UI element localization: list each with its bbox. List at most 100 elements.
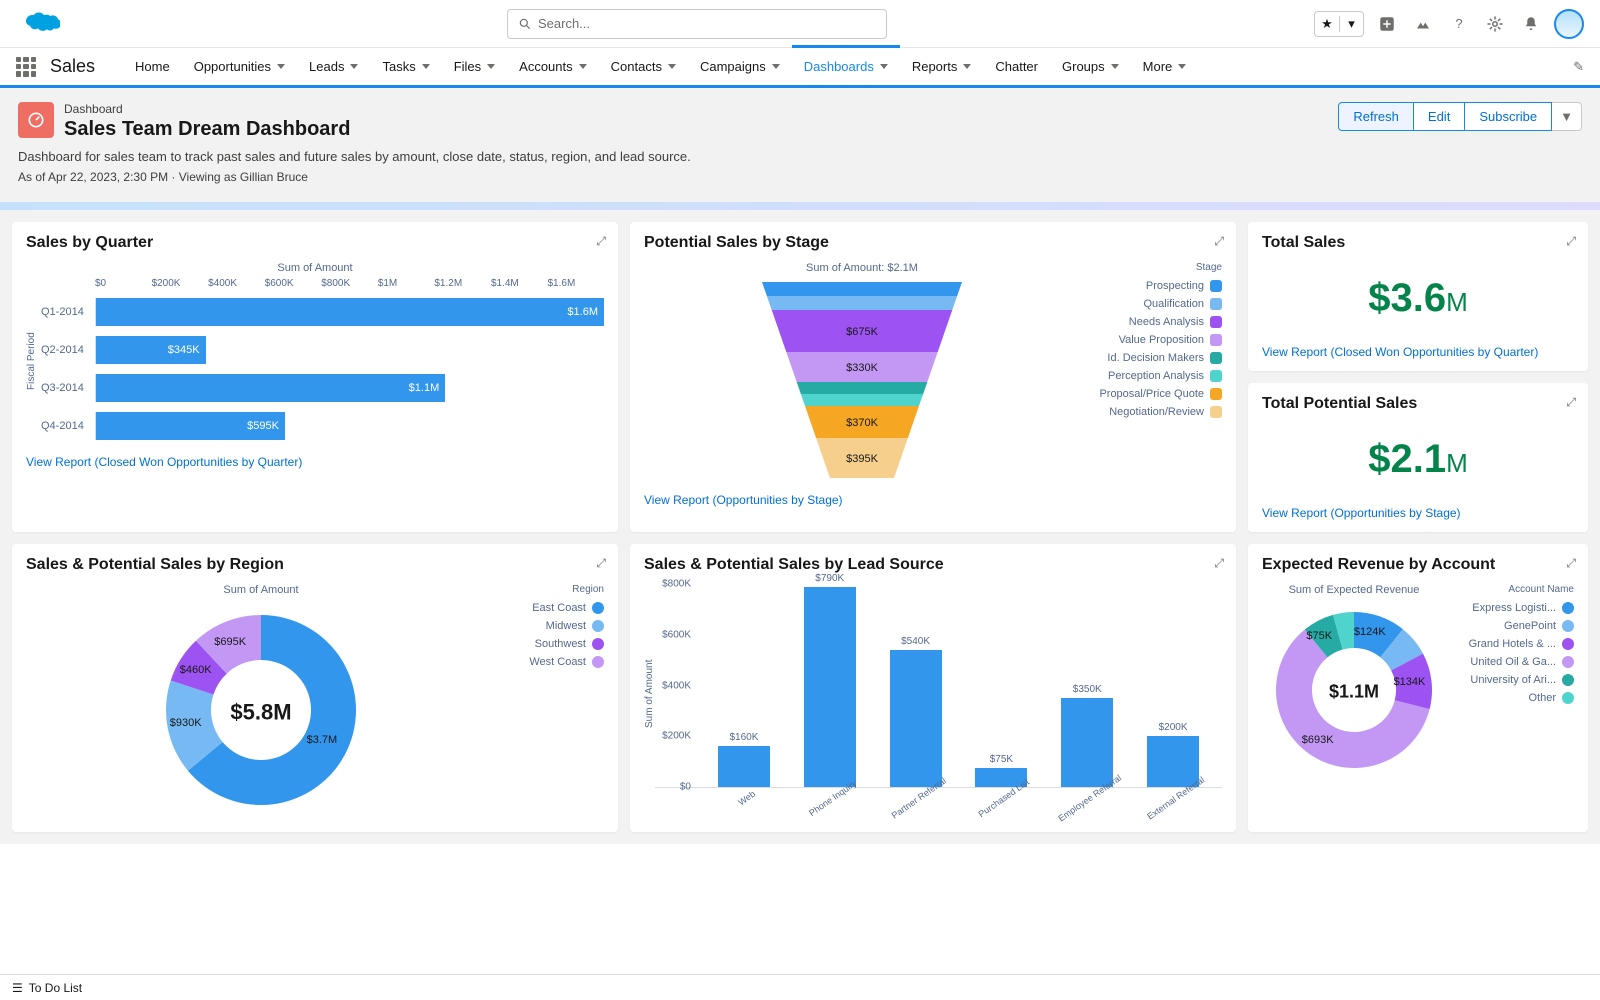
- legend-item[interactable]: Id. Decision Makers: [1092, 349, 1222, 367]
- legend-item[interactable]: Negotiation/Review: [1092, 403, 1222, 421]
- bar[interactable]: $1.1M: [96, 374, 445, 402]
- app-launcher-icon[interactable]: [16, 57, 36, 77]
- refresh-button[interactable]: Refresh: [1338, 102, 1414, 131]
- svg-text:$675K: $675K: [846, 326, 878, 338]
- legend-swatch: [1210, 370, 1222, 382]
- legend-swatch: [1210, 334, 1222, 346]
- legend-item[interactable]: Needs Analysis: [1092, 313, 1222, 331]
- edit-button[interactable]: Edit: [1414, 102, 1465, 131]
- card-total-sales: ⤢ Total Sales $3.6M View Report (Closed …: [1248, 222, 1588, 371]
- user-avatar[interactable]: [1554, 9, 1584, 39]
- expand-icon[interactable]: ⤢: [1566, 395, 1576, 410]
- bar[interactable]: $540K: [890, 650, 942, 787]
- nav-label: Tasks: [382, 59, 415, 74]
- expand-icon[interactable]: ⤢: [596, 234, 606, 249]
- notifications-bell-icon[interactable]: [1518, 11, 1544, 37]
- nav-label: More: [1143, 59, 1173, 74]
- gradient-strip: [0, 202, 1600, 210]
- nav-item-opportunities[interactable]: Opportunities: [182, 48, 297, 85]
- edit-nav-icon[interactable]: ✎: [1573, 59, 1584, 75]
- donut-center-value: $1.1M: [1329, 682, 1379, 703]
- bar-value: $350K: [1073, 684, 1102, 695]
- legend-swatch: [1210, 406, 1222, 418]
- header-utility-icons: ★▾ ?: [1314, 9, 1584, 39]
- nav-item-files[interactable]: Files: [442, 48, 507, 85]
- nav-item-leads[interactable]: Leads: [297, 48, 370, 85]
- expand-icon[interactable]: ⤢: [1214, 556, 1224, 571]
- legend-label: Midwest: [546, 620, 586, 632]
- legend-item[interactable]: Perception Analysis: [1092, 367, 1222, 385]
- help-icon[interactable]: ?: [1446, 11, 1472, 37]
- nav-item-home[interactable]: Home: [123, 48, 182, 85]
- view-report-link[interactable]: View Report (Opportunities by Stage): [1262, 506, 1461, 520]
- nav-item-chatter[interactable]: Chatter: [983, 48, 1050, 85]
- nav-label: Accounts: [519, 59, 572, 74]
- favorites-toggle[interactable]: ★▾: [1314, 11, 1364, 37]
- card-title: Expected Revenue by Account: [1262, 556, 1574, 574]
- nav-label: Contacts: [611, 59, 662, 74]
- expand-icon[interactable]: ⤢: [596, 556, 606, 571]
- global-search[interactable]: Search...: [507, 9, 887, 39]
- legend-item[interactable]: Value Proposition: [1092, 331, 1222, 349]
- legend-swatch: [592, 638, 604, 650]
- view-report-link[interactable]: View Report (Closed Won Opportunities by…: [26, 455, 302, 469]
- bar[interactable]: $350K: [1061, 698, 1113, 787]
- funnel-chart: $675K$330K$370K$395K: [644, 280, 1080, 480]
- legend-item[interactable]: Prospecting: [1092, 277, 1222, 295]
- bar-col: $350K: [1044, 584, 1130, 787]
- legend-item[interactable]: GenePoint: [1454, 617, 1574, 635]
- legend-item[interactable]: United Oil & Ga...: [1454, 653, 1574, 671]
- legend-item[interactable]: West Coast: [504, 653, 604, 671]
- legend-item[interactable]: Grand Hotels & ...: [1454, 635, 1574, 653]
- card-title: Potential Sales by Stage: [644, 234, 1222, 252]
- dashboard-description: Dashboard for sales team to track past s…: [18, 149, 1582, 164]
- nav-label: Opportunities: [194, 59, 271, 74]
- nav-item-reports[interactable]: Reports: [900, 48, 984, 85]
- trailhead-icon[interactable]: [1410, 11, 1436, 37]
- legend-item[interactable]: Midwest: [504, 617, 604, 635]
- legend-item[interactable]: Qualification: [1092, 295, 1222, 313]
- nav-item-more[interactable]: More: [1131, 48, 1199, 85]
- legend-item[interactable]: Express Logisti...: [1454, 599, 1574, 617]
- expand-icon[interactable]: ⤢: [1566, 556, 1576, 571]
- nav-item-campaigns[interactable]: Campaigns: [688, 48, 792, 85]
- category-label: Q1-2014: [41, 306, 95, 318]
- expand-icon[interactable]: ⤢: [1214, 234, 1224, 249]
- subscribe-button[interactable]: Subscribe: [1465, 102, 1552, 131]
- nav-item-groups[interactable]: Groups: [1050, 48, 1131, 85]
- bar[interactable]: $345K: [96, 336, 206, 364]
- add-icon[interactable]: [1374, 11, 1400, 37]
- view-report-link[interactable]: View Report (Opportunities by Stage): [644, 493, 843, 507]
- legend-label: United Oil & Ga...: [1470, 656, 1556, 668]
- legend-item[interactable]: Proposal/Price Quote: [1092, 385, 1222, 403]
- bar-value: $1.1M: [409, 382, 440, 394]
- nav-item-accounts[interactable]: Accounts: [507, 48, 598, 85]
- todo-list-icon[interactable]: ☰: [12, 981, 23, 995]
- nav-item-contacts[interactable]: Contacts: [599, 48, 688, 85]
- bar[interactable]: $1.6M: [96, 298, 604, 326]
- legend-label: Grand Hotels & ...: [1469, 638, 1556, 650]
- legend-item[interactable]: Other: [1454, 689, 1574, 707]
- nav-item-tasks[interactable]: Tasks: [370, 48, 441, 85]
- more-actions-button[interactable]: ▼: [1552, 102, 1582, 131]
- todo-list-label[interactable]: To Do List: [29, 981, 82, 995]
- view-report-link[interactable]: View Report (Closed Won Opportunities by…: [1262, 345, 1538, 359]
- chevron-down-icon: [579, 64, 587, 69]
- dashboard-title: Sales Team Dream Dashboard: [64, 118, 350, 141]
- expand-icon[interactable]: ⤢: [1566, 234, 1576, 249]
- legend-swatch: [1210, 388, 1222, 400]
- legend-swatch: [1562, 638, 1574, 650]
- segment-label: $124K: [1354, 626, 1386, 638]
- bar[interactable]: $595K: [96, 412, 285, 440]
- legend-label: Prospecting: [1146, 280, 1204, 292]
- legend-swatch: [592, 620, 604, 632]
- chevron-down-icon: [772, 64, 780, 69]
- bar[interactable]: $790K: [804, 587, 856, 787]
- legend-item[interactable]: University of Ari...: [1454, 671, 1574, 689]
- nav-item-dashboards[interactable]: Dashboards: [792, 48, 900, 85]
- legend-item[interactable]: Southwest: [504, 635, 604, 653]
- legend-item[interactable]: East Coast: [504, 599, 604, 617]
- setup-gear-icon[interactable]: [1482, 11, 1508, 37]
- legend-label: Needs Analysis: [1129, 316, 1204, 328]
- bar[interactable]: $200K: [1147, 736, 1199, 787]
